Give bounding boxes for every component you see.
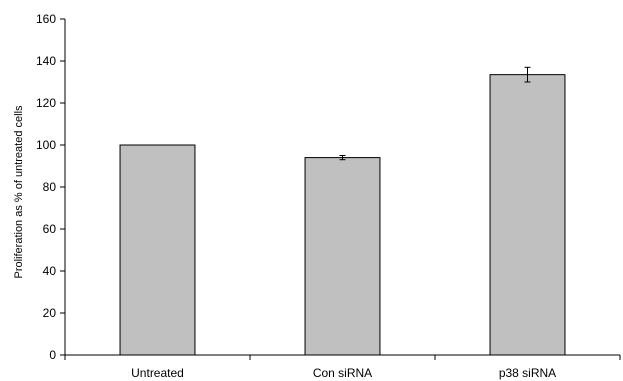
y-tick-label: 120 (36, 96, 56, 110)
bar-p38-sirna (489, 74, 566, 356)
y-tick-label: 80 (43, 180, 57, 194)
y-tick-label: 60 (43, 222, 57, 236)
y-tick-label: 100 (36, 138, 56, 152)
y-axis-title: Proliferation as % of untreated cells (13, 105, 25, 279)
y-tick-label: 160 (36, 12, 56, 26)
y-tick-label: 140 (36, 54, 56, 68)
x-axis-ticks: Untreated Con siRNA p38 siRNA (64, 355, 621, 380)
y-axis-ticks: 0 20 40 60 80 100 120 140 160 (36, 12, 65, 362)
error-bars (339, 66, 531, 161)
y-tick-label: 20 (43, 306, 57, 320)
bar-con-sirna (304, 157, 381, 356)
bars (119, 74, 566, 356)
y-tick-label: 0 (49, 348, 56, 362)
y-tick-label: 40 (43, 264, 57, 278)
x-tick-label: p38 siRNA (499, 366, 556, 380)
x-tick-label: Con siRNA (313, 366, 372, 380)
x-tick-label: Untreated (131, 366, 184, 380)
bar-untreated (119, 144, 196, 356)
